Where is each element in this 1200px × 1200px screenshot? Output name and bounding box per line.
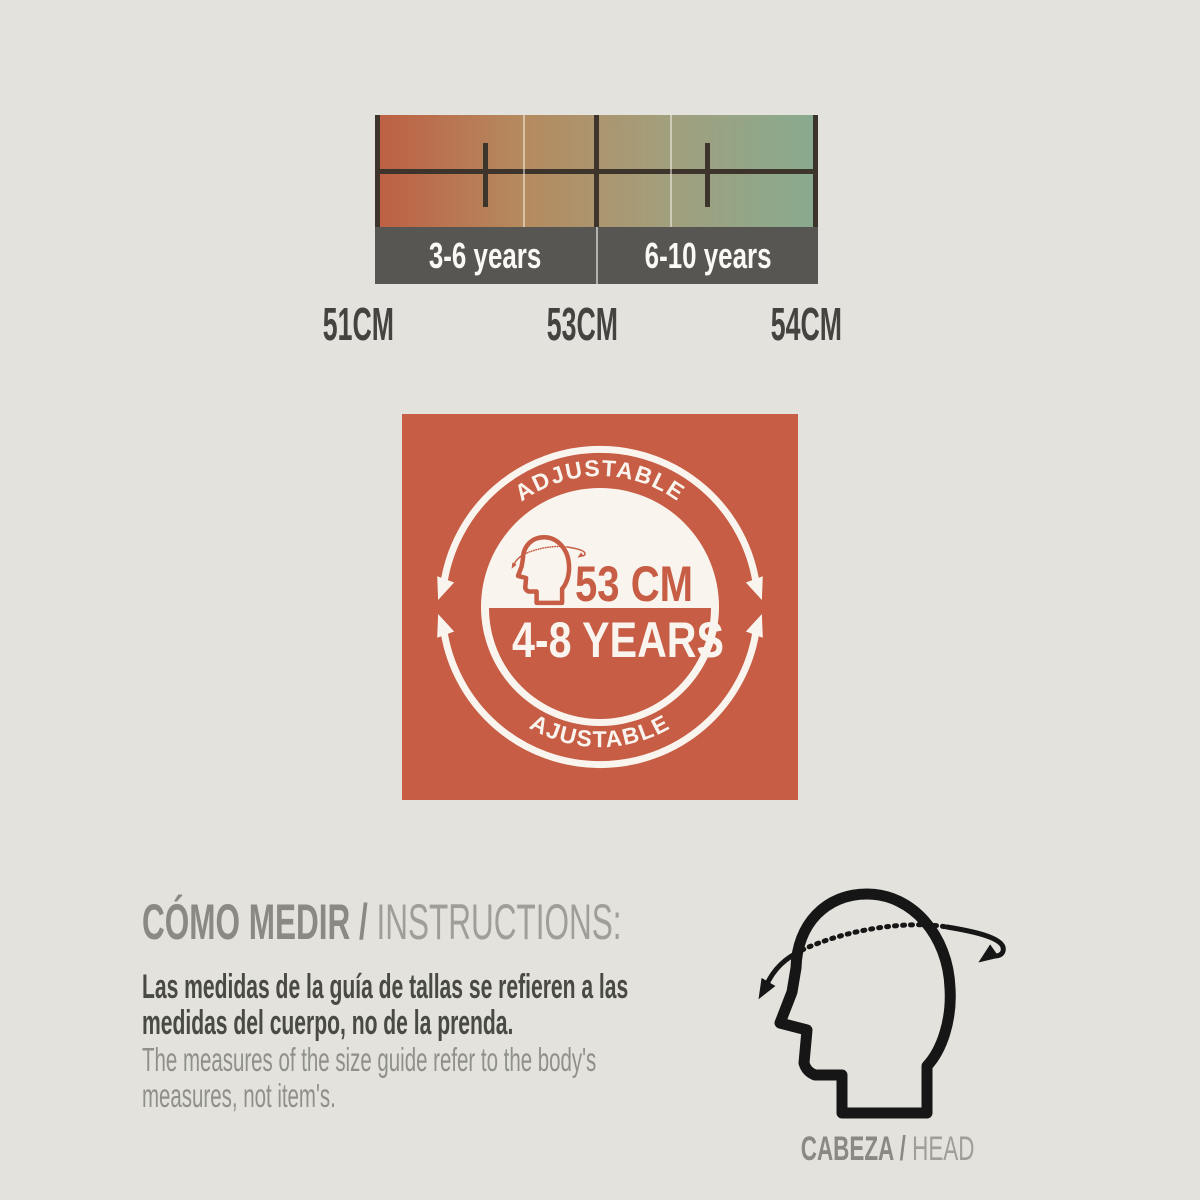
body-es-line: medidas del cuerpo, no de la prenda. [142, 1004, 514, 1042]
cm-mark-51: 51CM [322, 298, 394, 350]
ruler-tick-three-quarter [704, 143, 710, 207]
body-en-line: measures, not item's. [142, 1077, 336, 1114]
label-cabeza: CABEZA / [801, 1130, 907, 1168]
age-band-divider [595, 227, 598, 284]
ruler-tick-quarter [483, 143, 489, 207]
head-measure-label: CABEZA / HEAD [763, 1130, 1013, 1169]
instructions-heading: CÓMO MEDIR / INSTRUCTIONS: [142, 893, 622, 951]
size-gradient-bar [375, 115, 818, 227]
head-measure-icon [752, 894, 1004, 1113]
heading-spanish: CÓMO MEDIR / [142, 894, 368, 950]
cm-mark-54: 54CM [770, 298, 842, 350]
heading-english: INSTRUCTIONS: [376, 894, 622, 950]
cm-mark-53: 53CM [546, 298, 618, 350]
body-es-line: Las medidas de la guía de tallas se refi… [142, 968, 629, 1006]
badge-size-text: 53 CM [575, 556, 693, 612]
rotate-arrow-arc-bottom [440, 628, 760, 769]
instructions-body-spanish: Las medidas de la guía de tallas se refi… [142, 969, 926, 1041]
body-en-line: The measures of the size guide refer to … [142, 1041, 597, 1078]
age-range-label: 6-10 years [644, 234, 772, 276]
gradient-divider-1 [522, 115, 525, 227]
adjustable-size-badge: ADJUSTABLE AJUSTABLE 53 CM 4-8 YEARS [402, 414, 798, 800]
rotate-arrow-arc-top [440, 445, 760, 586]
arrowhead-top-left [437, 576, 455, 601]
arrowhead-bottom-left [437, 613, 455, 638]
badge-lower-segment [489, 608, 711, 719]
ruler-axis-line [375, 169, 818, 174]
age-range-label: 3-6 years [429, 234, 542, 276]
gradient-divider-2 [670, 115, 673, 227]
label-head: HEAD [912, 1130, 975, 1168]
badge-age-text: 4-8 YEARS [512, 612, 724, 668]
age-range-3-6: 3-6 years [375, 227, 596, 284]
arrowhead-bottom-right [745, 613, 763, 638]
age-range-6-10: 6-10 years [598, 227, 819, 284]
age-range-band: 3-6 years 6-10 years [375, 227, 818, 284]
instructions-body-english: The measures of the size guide refer to … [142, 1042, 875, 1114]
arrowhead-top-right [745, 576, 763, 601]
